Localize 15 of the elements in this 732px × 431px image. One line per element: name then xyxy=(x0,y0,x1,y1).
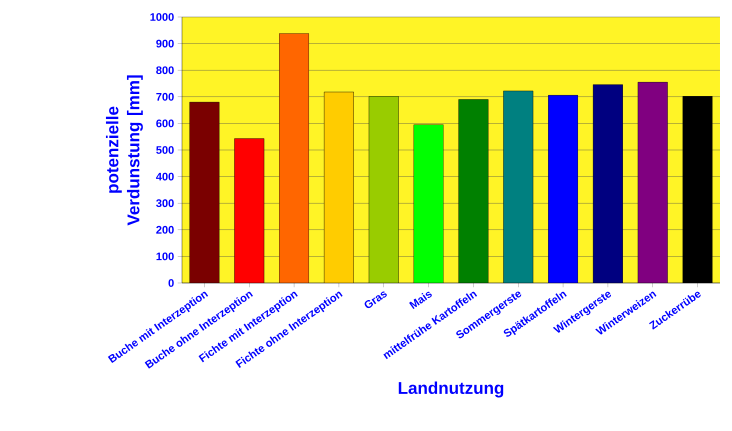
y-axis-title: potenzielle Verdunstung [mm] xyxy=(106,75,143,226)
y-tick-label: 300 xyxy=(156,199,174,208)
y-tick-label: 900 xyxy=(156,40,174,48)
y-tick-label: 500 xyxy=(156,146,174,154)
x-tick-label: Mais xyxy=(409,292,432,310)
y-tick-label: 600 xyxy=(156,120,174,128)
y-tick-label: 800 xyxy=(156,66,174,74)
y-tick-label: 200 xyxy=(156,226,174,234)
y-tick-label: 100 xyxy=(156,252,174,260)
x-tick-label: Gras xyxy=(364,291,387,308)
y-tick-label: 400 xyxy=(156,172,174,180)
x-axis-title: Landnutzung xyxy=(398,382,504,398)
y-tick-label: 0 xyxy=(168,279,174,287)
y-tick-label: 1000 xyxy=(150,13,174,21)
y-tick-label: 700 xyxy=(156,92,174,101)
